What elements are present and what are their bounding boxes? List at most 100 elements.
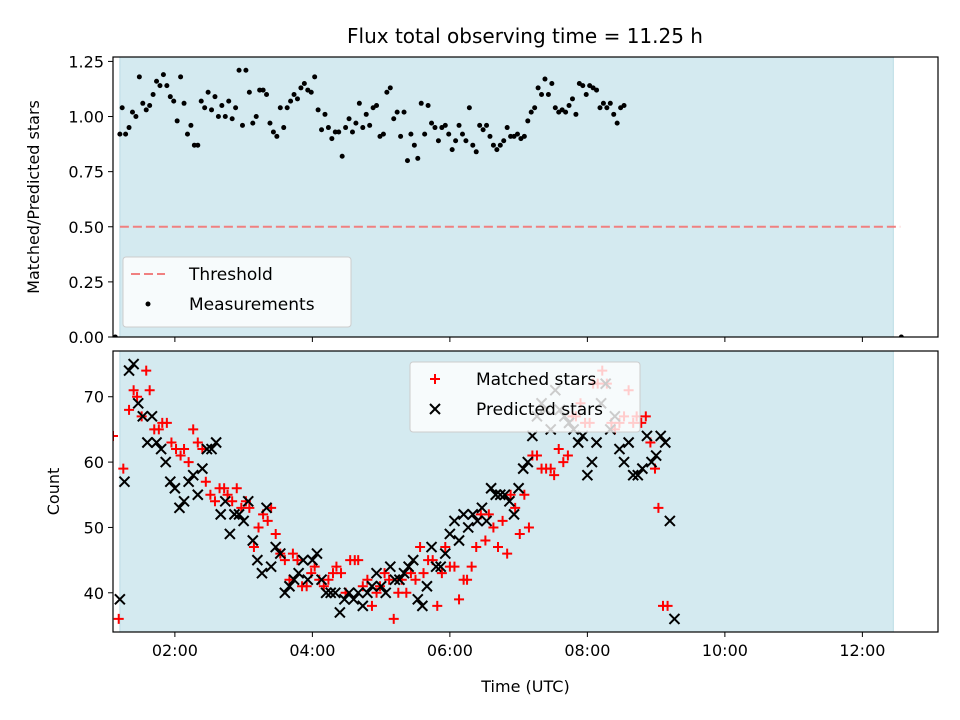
data-point <box>418 568 429 579</box>
data-point <box>494 489 506 501</box>
data-point <box>306 554 319 566</box>
data-point <box>183 457 194 468</box>
data-point <box>528 109 534 115</box>
data-point <box>174 118 180 124</box>
data-point <box>270 129 276 135</box>
data-point <box>549 470 560 481</box>
data-point <box>248 542 259 553</box>
data-point <box>621 103 627 109</box>
data-point <box>294 96 300 102</box>
data-point <box>253 114 259 120</box>
data-point <box>435 138 441 144</box>
data-point <box>334 606 346 619</box>
data-point <box>366 600 377 611</box>
data-point <box>157 83 163 89</box>
data-point <box>264 91 270 97</box>
data-point <box>580 83 586 89</box>
data-point <box>117 131 123 137</box>
x-tick-label: 02:00 <box>152 641 198 660</box>
data-point <box>429 120 435 126</box>
data-point <box>411 142 417 148</box>
data-point <box>113 613 124 624</box>
data-point <box>449 147 455 153</box>
data-point <box>517 462 529 475</box>
data-point <box>153 424 164 435</box>
data-point <box>325 587 337 599</box>
data-point <box>650 449 662 462</box>
data-point <box>212 94 218 100</box>
data-point <box>398 567 410 579</box>
data-point <box>594 87 600 93</box>
data-point <box>463 138 469 144</box>
data-point <box>181 100 187 106</box>
data-point <box>281 125 287 131</box>
data-point <box>636 462 649 475</box>
data-point <box>126 125 132 131</box>
data-point <box>522 456 534 468</box>
data-point <box>270 541 282 553</box>
data-point <box>485 482 497 494</box>
data-point <box>288 574 300 586</box>
data-point <box>569 96 575 102</box>
data-point <box>466 561 477 572</box>
data-point <box>389 574 401 586</box>
data-point <box>384 574 395 585</box>
data-point <box>898 334 904 337</box>
data-point <box>247 534 259 547</box>
data-point <box>448 515 461 527</box>
y-tick-label: 0.00 <box>68 328 104 347</box>
data-point <box>439 547 451 560</box>
data-point <box>192 437 203 448</box>
data-point <box>393 574 406 586</box>
y-tick-label: 0.75 <box>68 163 104 182</box>
data-point <box>233 105 239 111</box>
data-point <box>146 410 158 423</box>
data-point <box>523 522 534 533</box>
data-point <box>521 133 527 139</box>
data-point <box>274 133 280 139</box>
data-point <box>219 483 230 494</box>
data-point <box>215 114 221 120</box>
data-point <box>195 142 201 148</box>
data-point <box>442 122 448 128</box>
data-point <box>531 450 542 461</box>
legend-box <box>122 256 352 328</box>
data-point <box>171 98 177 104</box>
data-point <box>169 482 181 494</box>
data-point <box>311 547 323 560</box>
data-point <box>127 358 140 370</box>
data-point <box>123 364 135 377</box>
data-point <box>425 103 431 109</box>
data-point <box>432 125 438 131</box>
legend-label: Threshold <box>188 265 273 285</box>
data-point <box>558 457 569 468</box>
data-point <box>370 567 383 579</box>
data-point <box>512 482 525 494</box>
data-point <box>349 129 355 135</box>
data-point <box>312 74 318 80</box>
data-point <box>119 105 125 111</box>
data-point <box>668 613 681 625</box>
data-point <box>404 158 410 164</box>
data-point <box>205 89 211 95</box>
data-point <box>243 67 249 73</box>
x-tick-label: 06:00 <box>427 641 473 660</box>
data-point <box>118 475 131 488</box>
data-point <box>552 105 558 111</box>
plot-area <box>113 358 681 625</box>
y-axis-label: Count <box>44 468 63 516</box>
data-point <box>222 114 228 120</box>
data-point <box>277 105 283 111</box>
data-point <box>611 111 617 117</box>
data-point <box>490 142 496 148</box>
data-point <box>504 125 510 131</box>
data-point <box>178 495 190 508</box>
data-point <box>182 475 195 488</box>
data-point <box>287 548 298 559</box>
data-point <box>493 542 503 553</box>
data-point <box>384 560 396 573</box>
legend: Threshold Measurements <box>122 256 352 328</box>
data-point <box>257 87 263 93</box>
data-point <box>166 437 177 448</box>
data-point <box>553 444 564 455</box>
